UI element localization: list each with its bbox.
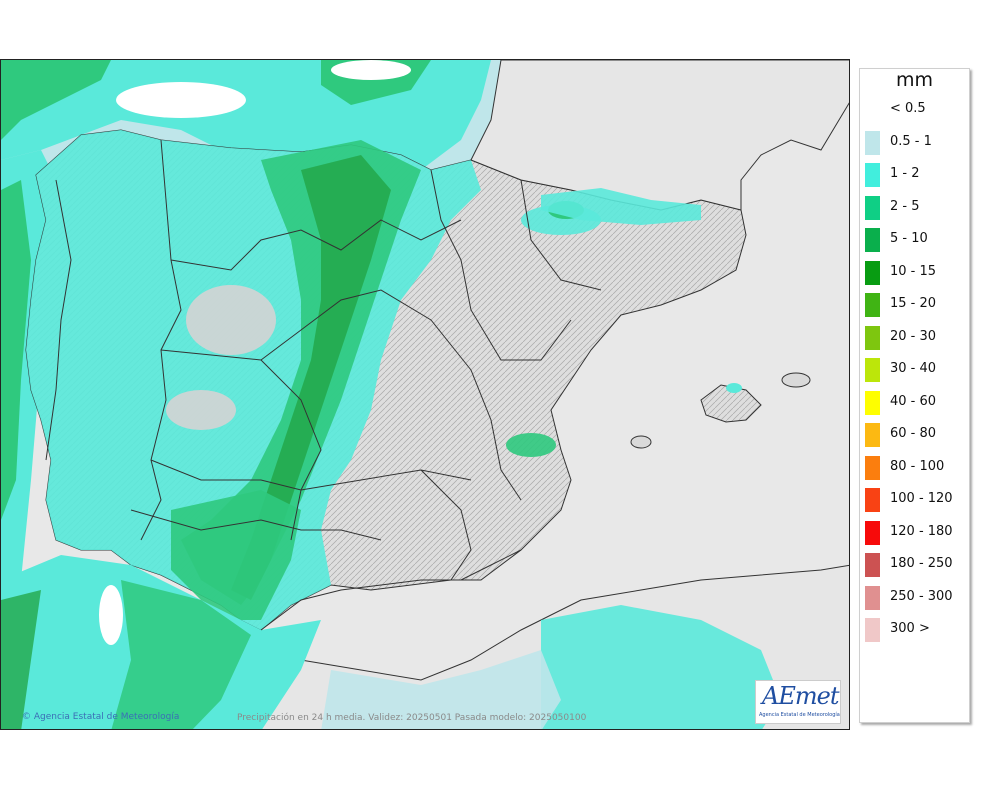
aemet-logo: AEmet Agencia Estatal de Meteorología: [755, 680, 841, 724]
legend-swatch: [865, 390, 880, 415]
legend-label: 1 - 2: [890, 166, 920, 181]
legend-label: 180 - 250: [890, 556, 953, 571]
legend-swatch: [865, 293, 880, 317]
legend-label: < 0.5: [890, 101, 926, 116]
legend-item: 180 - 250: [860, 549, 969, 581]
dry-patch-north: [116, 82, 246, 118]
legend-item: 40 - 60: [860, 387, 969, 419]
legend-item: 2 - 5: [860, 192, 969, 224]
legend-label: 2 - 5: [890, 198, 920, 214]
region-borders: [45, 139, 602, 581]
atlantic-green-field: [1, 60, 111, 140]
legend-label: 10 - 15: [890, 263, 937, 279]
map-caption: Precipitación en 24 h media. Validez: 20…: [237, 713, 587, 723]
dry-patch-south: [99, 585, 123, 645]
legend-label: 20 - 30: [890, 328, 937, 344]
legend-swatch: [865, 98, 880, 122]
legend-label: 300 >: [890, 621, 930, 636]
dry-patch-extremadura: [166, 390, 236, 430]
legend-item: 80 - 100: [860, 452, 969, 484]
south-atlantic-dark: [1, 590, 41, 729]
ibiza: [630, 435, 652, 449]
legend-swatch: [865, 130, 880, 155]
legend-swatch: [865, 195, 880, 220]
legend-item: 250 - 300: [860, 582, 969, 614]
legend-item: 100 - 120: [860, 484, 969, 516]
precipitation-map: [0, 59, 850, 730]
atlantic-west-green: [1, 180, 31, 520]
legend-swatch: [865, 520, 880, 545]
legend-label: 60 - 80: [890, 426, 937, 441]
legend-label: 120 - 180: [890, 523, 953, 539]
legend-item: 300 >: [860, 614, 969, 646]
legend-item: 60 - 80: [860, 419, 969, 451]
legend-item: 5 - 10: [860, 224, 969, 256]
aemet-logo-subtitle: Agencia Estatal de Meteorología: [759, 712, 840, 718]
legend-swatch: [865, 423, 880, 447]
legend-swatch: [865, 488, 880, 512]
legend-label: 15 - 20: [890, 296, 937, 311]
andalusia-coast: [260, 549, 522, 631]
legend-item: 0.5 - 1: [860, 127, 969, 159]
legend-swatch: [865, 260, 880, 285]
menorca: [781, 372, 811, 388]
legend-label: 0.5 - 1: [890, 133, 932, 149]
legend-unit: mm: [895, 69, 934, 91]
legend-item: 120 - 180: [860, 517, 969, 549]
precipitation-legend: mm < 0.5 0.5 - 1 1 - 2 2 - 5 5 - 10 10 - 15 15…: [859, 68, 970, 723]
legend-item: < 0.5: [860, 94, 969, 126]
land-green-south: [171, 490, 301, 620]
legend-swatch: [865, 163, 880, 187]
legend-label: 100 - 120: [890, 491, 953, 506]
legend-swatch: [865, 618, 880, 642]
land-dark-green-band: [231, 155, 391, 600]
legend-label: 80 - 100: [890, 458, 945, 474]
legend-label: 5 - 10: [890, 231, 928, 246]
legend-label: 250 - 300: [890, 588, 953, 604]
mallorca-wet-patch: [726, 383, 742, 393]
legend-label: 40 - 60: [890, 393, 937, 409]
legend-item: 15 - 20: [860, 289, 969, 321]
legend-item: 10 - 15: [860, 257, 969, 289]
legend-label: 30 - 40: [890, 361, 937, 376]
legend-item: 30 - 40: [860, 354, 969, 386]
legend-item: 1 - 2: [860, 159, 969, 191]
south-atlantic-green: [111, 580, 251, 729]
aemet-credit: © Agencia Estatal de Meteorología: [22, 712, 180, 722]
legend-swatch: [865, 358, 880, 382]
pyrenees-cyan: [541, 188, 701, 225]
legend-swatch: [865, 585, 880, 610]
legend-swatch: [865, 553, 880, 577]
aemet-logo-mark: AEmet: [762, 682, 839, 710]
dry-patch-north-2: [331, 60, 411, 80]
dry-patch-castilla: [186, 285, 276, 355]
mallorca: [700, 384, 762, 423]
africa-light-field: [321, 650, 561, 729]
legend-swatch: [865, 455, 880, 480]
valencia-green-patch: [506, 433, 556, 457]
map-canvas: [1, 60, 849, 729]
legend-item: 20 - 30: [860, 322, 969, 354]
legend-swatch: [865, 228, 880, 252]
africa-cyan-field: [541, 605, 781, 729]
legend-swatch: [865, 325, 880, 350]
